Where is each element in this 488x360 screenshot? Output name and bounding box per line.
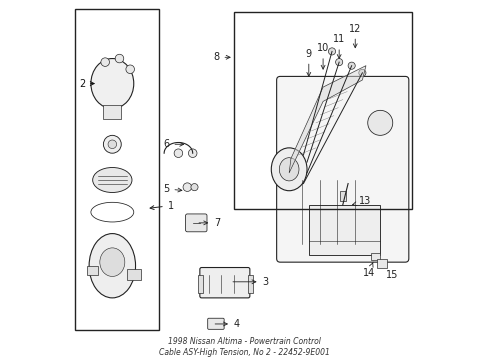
- Circle shape: [190, 184, 198, 191]
- Ellipse shape: [93, 167, 132, 193]
- Text: 6: 6: [163, 139, 183, 149]
- Bar: [339, 191, 345, 202]
- Circle shape: [115, 54, 123, 63]
- Circle shape: [367, 111, 392, 135]
- Text: 9: 9: [305, 49, 311, 76]
- Bar: [198, 275, 203, 293]
- Text: 4: 4: [215, 319, 240, 329]
- Text: 7: 7: [199, 218, 220, 228]
- Bar: [233, 12, 411, 208]
- Bar: [247, 275, 253, 293]
- Text: 13: 13: [352, 197, 370, 206]
- Circle shape: [347, 62, 354, 69]
- FancyBboxPatch shape: [276, 76, 408, 262]
- Circle shape: [101, 58, 109, 66]
- Circle shape: [188, 149, 197, 157]
- Text: 8: 8: [213, 52, 230, 62]
- Text: 14: 14: [362, 262, 374, 278]
- FancyBboxPatch shape: [200, 267, 249, 298]
- Text: 5: 5: [163, 184, 182, 194]
- Bar: [75, 9, 159, 330]
- Bar: [87, 266, 98, 275]
- Text: 12: 12: [348, 23, 361, 48]
- Text: 2: 2: [79, 78, 94, 89]
- Circle shape: [174, 149, 183, 157]
- Ellipse shape: [91, 59, 134, 109]
- FancyBboxPatch shape: [207, 318, 224, 329]
- Text: 1998 Nissan Altima - Powertrain Control
Cable ASY-High Tension, No 2 - 22452-9E0: 1998 Nissan Altima - Powertrain Control …: [159, 337, 329, 357]
- Circle shape: [125, 65, 134, 73]
- Text: 3: 3: [232, 277, 268, 287]
- Circle shape: [103, 135, 121, 153]
- Bar: [376, 258, 386, 267]
- Circle shape: [358, 69, 365, 76]
- Circle shape: [108, 140, 116, 149]
- Circle shape: [183, 183, 191, 192]
- Circle shape: [335, 59, 342, 66]
- Bar: [126, 269, 141, 280]
- Bar: [308, 205, 380, 255]
- Circle shape: [328, 48, 335, 55]
- Ellipse shape: [271, 148, 306, 191]
- Text: 11: 11: [332, 34, 345, 58]
- Polygon shape: [288, 66, 365, 173]
- Text: 1: 1: [150, 201, 173, 211]
- FancyBboxPatch shape: [185, 214, 206, 232]
- Text: 10: 10: [316, 43, 328, 69]
- Text: 15: 15: [385, 270, 397, 280]
- Bar: [103, 105, 121, 119]
- Bar: [370, 253, 380, 260]
- Ellipse shape: [89, 234, 135, 298]
- Ellipse shape: [279, 158, 298, 181]
- Ellipse shape: [100, 248, 124, 276]
